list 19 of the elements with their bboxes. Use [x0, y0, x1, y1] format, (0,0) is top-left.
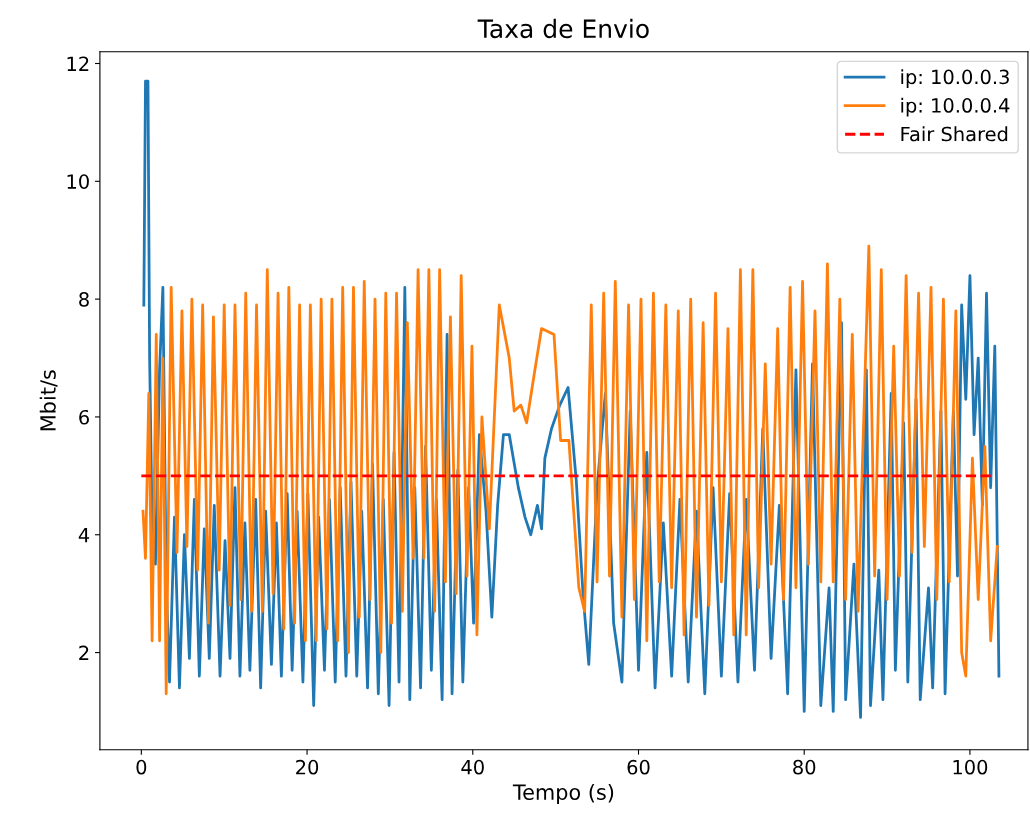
legend-label: ip: 10.0.0.4 — [901, 97, 1010, 117]
y-tick-label: 4 — [78, 527, 90, 543]
y-axis-title: Mbit/s — [39, 370, 58, 431]
legend-label: Fair Shared — [901, 126, 1008, 142]
x-tick-label: 80 — [793, 759, 816, 775]
y-tick-label: 8 — [79, 292, 89, 307]
x-tick-label: 40 — [461, 759, 484, 775]
x-tick-label: 0 — [136, 759, 147, 775]
line-series — [141, 244, 999, 696]
x-tick-label: 60 — [627, 759, 650, 775]
y-tick-label: 12 — [67, 56, 89, 71]
x-tick-label: 20 — [296, 759, 319, 775]
y-tick-label: 2 — [79, 645, 89, 660]
y-tick-label: 6 — [79, 409, 89, 425]
legend-label: ip: 10.0.0.3 — [901, 69, 1009, 89]
x-tick-label: 100 — [953, 759, 988, 775]
chart-title: Taxa de Envio — [477, 18, 649, 39]
y-tick-label: 10 — [67, 174, 89, 189]
x-axis-title: Tempo (s) — [512, 783, 614, 805]
